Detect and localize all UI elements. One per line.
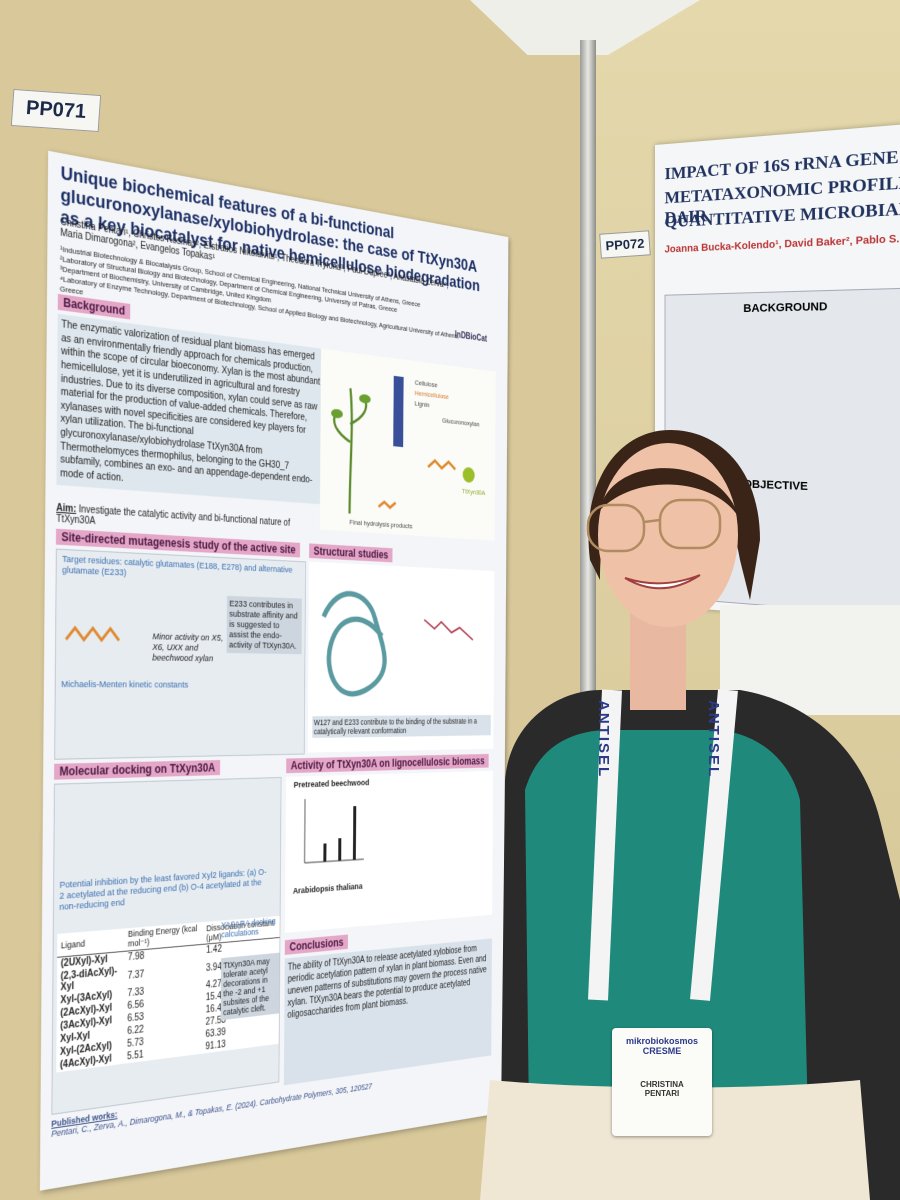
badge-event: mikrobiokosmos CRESME [625,1036,699,1056]
badge-name: PENTARI [644,1089,680,1098]
lanyard-text: ANTISEL [705,700,722,779]
badge-name: CHRISTINA [640,1080,684,1089]
name-badge: mikrobiokosmos CRESME CHRISTINA PENTARI [612,1028,712,1136]
lanyard-text: ANTISEL [595,700,612,779]
